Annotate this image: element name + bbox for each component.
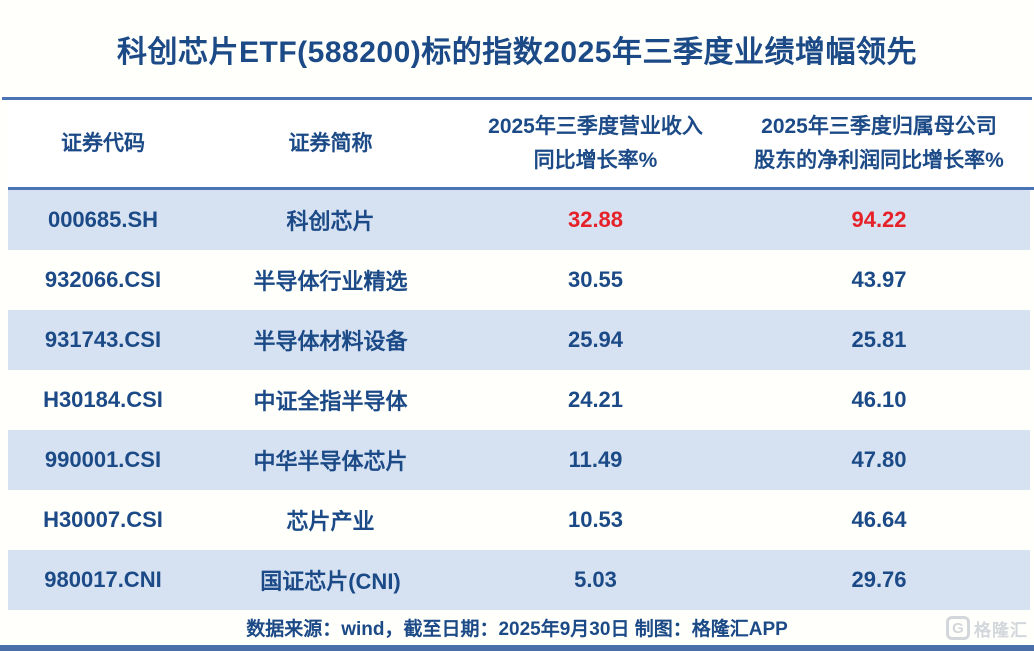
revenue-growth-value: 11.49 xyxy=(568,447,623,472)
profit-growth-value: 46.64 xyxy=(851,507,907,532)
security-code: 980017.CNI xyxy=(44,567,162,592)
header-security-name: 证券简称 xyxy=(288,131,373,155)
header-profit-growth-line2: 股东的净利润同比增长率% xyxy=(754,148,1004,172)
security-name: 中华半导体芯片 xyxy=(253,449,408,474)
bottom-accent-bar xyxy=(0,645,1034,651)
revenue-growth-value: 10.53 xyxy=(567,507,624,532)
revenue-growth-value: 25.94 xyxy=(567,327,624,352)
gelonghui-logo: G 格隆汇 xyxy=(946,613,1028,643)
table-row: H30007.CSI 芯片产业 10.53 46.64 xyxy=(8,490,1030,550)
gelonghui-logo-text: 格隆汇 xyxy=(974,620,1028,640)
header-revenue-growth-line2: 同比增长率% xyxy=(533,148,658,172)
security-code: H30007.CSI xyxy=(43,507,163,532)
table-row: 990001.CSI 中华半导体芯片 11.49 47.80 xyxy=(8,430,1030,490)
data-source-note: 数据来源：wind，截至日期：2025年9月30日 制图：格隆汇APP xyxy=(246,619,788,640)
profit-growth-value: 94.22 xyxy=(851,207,907,232)
security-name: 半导体材料设备 xyxy=(253,329,408,354)
profit-growth-value: 25.81 xyxy=(851,327,907,352)
table-row: H30184.CSI 中证全指半导体 24.21 46.10 xyxy=(8,370,1030,430)
revenue-growth-value: 32.88 xyxy=(567,207,624,232)
profit-growth-value: 29.76 xyxy=(851,567,907,592)
security-name: 中证全指半导体 xyxy=(253,389,408,414)
revenue-growth-value: 30.55 xyxy=(567,267,624,292)
security-name: 国证芯片(CNI) xyxy=(260,569,401,594)
title-divider xyxy=(2,97,1032,100)
security-code: H30184.CSI xyxy=(43,387,163,412)
security-name: 科创芯片 xyxy=(286,209,375,234)
security-code: 932066.CSI xyxy=(44,267,162,292)
header-revenue-growth: 2025年三季度营业收入 同比增长率% xyxy=(463,110,728,178)
page-title: 科创芯片ETF(588200)标的指数2025年三季度业绩增幅领先 xyxy=(117,35,917,69)
header-profit-growth: 2025年三季度归属母公司 股东的净利润同比增长率% xyxy=(728,110,1030,178)
profit-growth-value: 46.10 xyxy=(851,387,907,412)
revenue-growth-value: 5.03 xyxy=(574,567,617,592)
header-divider xyxy=(8,187,1034,190)
profit-growth-value: 43.97 xyxy=(851,267,907,292)
security-name: 半导体行业精选 xyxy=(253,269,408,294)
security-name: 芯片产业 xyxy=(286,509,375,534)
security-code: 990001.CSI xyxy=(44,447,162,472)
table-body: 000685.SH 科创芯片 32.88 94.22 932066.CSI 半导… xyxy=(8,190,1030,610)
header-revenue-growth-line1: 2025年三季度营业收入 xyxy=(488,114,703,138)
table-header-row: 证券代码 证券简称 2025年三季度营业收入 同比增长率% 2025年三季度归属… xyxy=(8,100,1030,187)
table-row: 980017.CNI 国证芯片(CNI) 5.03 29.76 xyxy=(8,550,1030,610)
title-band: 科创芯片ETF(588200)标的指数2025年三季度业绩增幅领先 xyxy=(0,0,1034,97)
table-row: 931743.CSI 半导体材料设备 25.94 25.81 xyxy=(8,310,1030,370)
security-code: 931743.CSI xyxy=(44,327,162,352)
security-code: 000685.SH xyxy=(47,207,159,232)
profit-growth-value: 47.80 xyxy=(851,447,907,472)
header-profit-growth-line1: 2025年三季度归属母公司 xyxy=(761,114,997,138)
table-row: 932066.CSI 半导体行业精选 30.55 43.97 xyxy=(8,250,1030,310)
header-security-code: 证券代码 xyxy=(61,131,145,155)
table-row: 000685.SH 科创芯片 32.88 94.22 xyxy=(8,190,1030,250)
gelonghui-g-icon: G xyxy=(946,616,970,640)
revenue-growth-value: 24.21 xyxy=(567,387,624,412)
footer-band: 数据来源：wind，截至日期：2025年9月30日 制图：格隆汇APP xyxy=(0,610,1034,645)
